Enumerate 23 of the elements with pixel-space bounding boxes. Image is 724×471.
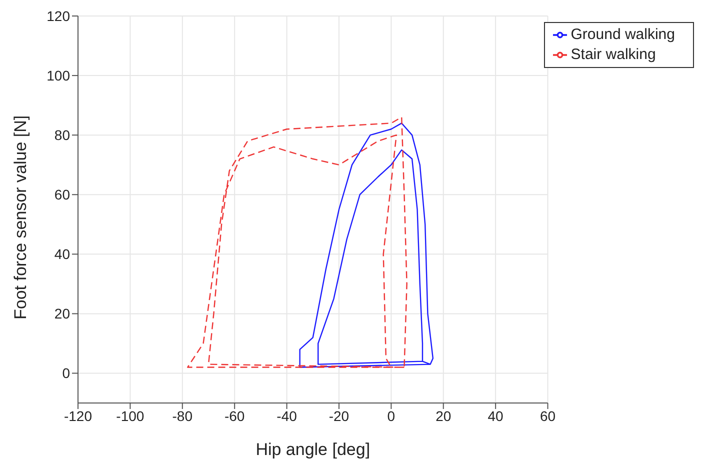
legend-label: Stair walking [570,46,656,63]
line-series [187,116,408,368]
x-tick-label: -40 [276,408,298,424]
x-tick-label: 20 [436,408,452,424]
x-tick-label: -60 [224,408,245,424]
y-tick-label: 0 [62,365,70,382]
y-tick-label: 20 [54,306,70,322]
x-tick-label: 0 [387,408,396,424]
x-tick-label: -100 [116,408,144,424]
x-tick-label: 60 [540,408,556,424]
x-tick-label: -20 [328,408,350,424]
x-tick-label: -80 [172,408,193,424]
y-tick-label: 100 [46,68,70,84]
y-axis-title: Foot force sensor value [N] [11,115,30,320]
y-tick-label: 60 [54,186,70,203]
y-tick-label: 40 [54,246,70,262]
legend-label: Ground walking [570,26,675,43]
y-tick-label: 120 [46,8,70,24]
x-tick-label: 40 [488,408,504,424]
x-axis-title: Hip angle [deg] [256,440,370,459]
line-series [299,122,434,368]
x-tick-label: -120 [64,408,92,424]
y-tick-label: 80 [54,127,70,144]
